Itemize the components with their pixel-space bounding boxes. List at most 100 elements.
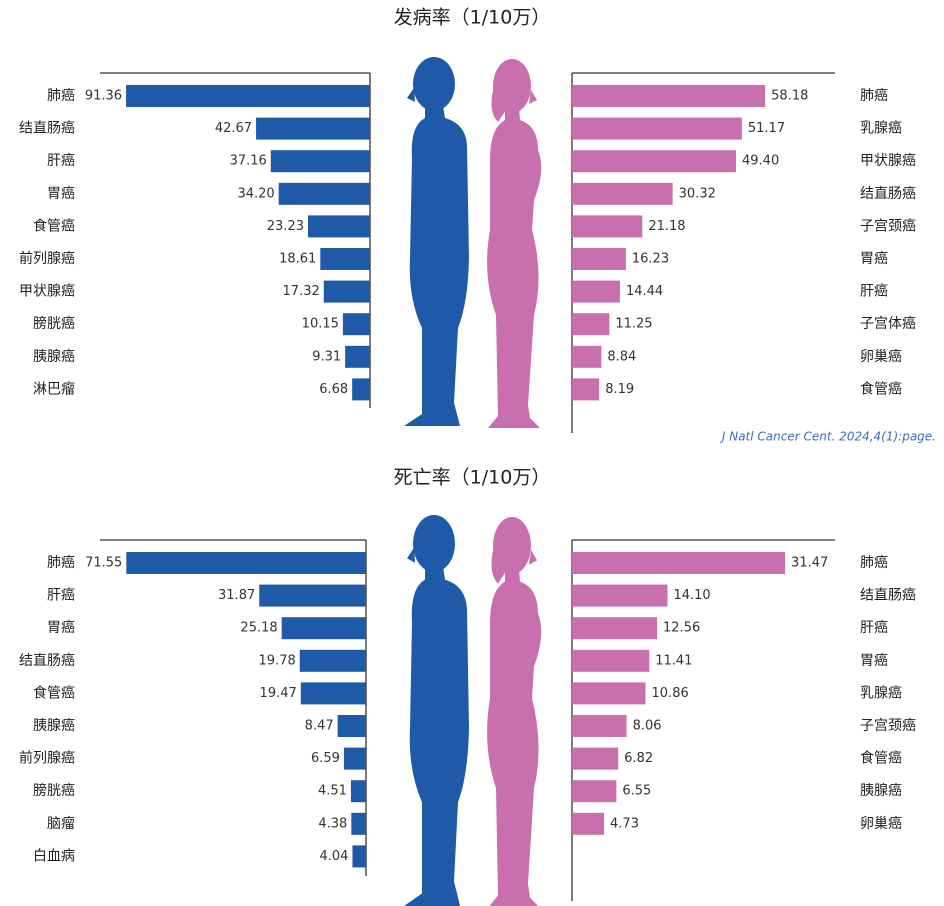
category-label: 肺癌 <box>47 555 75 571</box>
bar <box>572 747 619 770</box>
category-label: 结直肠癌 <box>19 652 75 669</box>
value-label: 8.19 <box>605 382 634 397</box>
value-label: 19.47 <box>260 686 297 701</box>
category-label: 乳腺癌 <box>860 121 902 137</box>
category-label: 卵巢癌 <box>860 349 902 365</box>
value-label: 8.47 <box>305 719 334 734</box>
value-label: 6.68 <box>319 382 348 397</box>
value-label: 25.18 <box>240 621 277 636</box>
category-label: 胃癌 <box>860 653 888 669</box>
value-label: 71.55 <box>85 556 122 571</box>
bar <box>572 248 626 270</box>
bar <box>572 780 617 803</box>
chart-title: 发病率（1/10万） <box>394 7 551 29</box>
bar <box>343 747 366 770</box>
category-label: 乳腺癌 <box>860 685 902 701</box>
category-label: 肺癌 <box>860 555 888 571</box>
bar <box>572 682 646 705</box>
bar <box>256 117 370 140</box>
bar <box>281 617 366 640</box>
category-label: 胰腺癌 <box>33 718 75 734</box>
value-label: 16.23 <box>632 252 669 267</box>
bar <box>572 280 620 303</box>
value-label: 51.17 <box>748 121 785 136</box>
bar <box>572 715 627 737</box>
category-label: 食管癌 <box>860 380 902 397</box>
value-label: 31.47 <box>791 556 828 571</box>
bar <box>352 845 366 868</box>
category-label: 卵巢癌 <box>860 816 902 832</box>
value-label: 8.06 <box>633 719 662 734</box>
category-label: 食管癌 <box>860 750 902 767</box>
value-label: 6.82 <box>624 751 653 766</box>
bar <box>299 649 366 672</box>
category-label: 胃癌 <box>47 620 75 636</box>
value-label: 19.78 <box>259 653 296 668</box>
category-label: 胃癌 <box>47 186 75 202</box>
category-label: 胰腺癌 <box>33 349 75 365</box>
bar <box>572 617 658 640</box>
value-label: 9.31 <box>312 349 341 364</box>
bar <box>572 345 602 368</box>
male-figure <box>404 57 469 426</box>
category-label: 结直肠癌 <box>860 587 916 604</box>
bar <box>572 649 650 672</box>
value-label: 58.18 <box>771 89 808 104</box>
category-label: 脑瘤 <box>47 815 75 832</box>
value-label: 49.40 <box>742 154 779 169</box>
bar <box>350 780 366 803</box>
value-label: 8.84 <box>607 349 636 364</box>
value-label: 10.86 <box>652 686 689 701</box>
category-label: 甲状腺癌 <box>19 284 75 300</box>
bar <box>126 552 367 574</box>
value-label: 30.32 <box>679 186 716 201</box>
value-label: 12.56 <box>663 621 700 636</box>
category-label: 前列腺癌 <box>19 250 75 267</box>
value-label: 42.67 <box>215 121 252 136</box>
value-label: 21.18 <box>648 219 685 234</box>
bar <box>572 812 605 835</box>
value-label: 23.23 <box>267 219 304 234</box>
value-label: 37.16 <box>230 154 267 169</box>
value-label: 4.38 <box>318 816 347 831</box>
bar <box>278 182 370 205</box>
bar <box>270 150 370 173</box>
category-label: 膀胱癌 <box>33 315 75 332</box>
bar <box>320 248 370 270</box>
bar <box>572 313 610 336</box>
value-label: 10.15 <box>302 317 339 332</box>
bar <box>572 584 668 607</box>
bar <box>342 313 370 336</box>
female-figure <box>487 59 542 428</box>
bar <box>572 182 673 205</box>
value-label: 34.20 <box>237 186 274 201</box>
category-label: 子宫颈癌 <box>860 218 916 234</box>
category-label: 子宫颈癌 <box>860 718 916 734</box>
bar <box>572 117 742 140</box>
category-label: 胰腺癌 <box>860 783 902 799</box>
value-label: 11.41 <box>655 653 692 668</box>
value-label: 14.10 <box>673 588 710 603</box>
category-label: 甲状腺癌 <box>860 153 916 169</box>
value-label: 17.32 <box>283 284 320 299</box>
value-label: 31.87 <box>218 588 255 603</box>
bar <box>259 584 366 607</box>
value-label: 6.55 <box>622 784 651 799</box>
bar <box>351 812 366 835</box>
category-label: 前列腺癌 <box>19 750 75 767</box>
category-label: 膀胱癌 <box>33 782 75 799</box>
bar <box>307 215 370 238</box>
male-figure <box>404 514 469 906</box>
category-label: 淋巴瘤 <box>33 380 75 397</box>
category-label: 肝癌 <box>860 284 888 300</box>
value-label: 91.36 <box>85 89 122 104</box>
value-label: 18.61 <box>279 252 316 267</box>
bar <box>337 715 366 737</box>
category-label: 肺癌 <box>860 88 888 104</box>
bar <box>352 378 370 401</box>
category-label: 肝癌 <box>47 588 75 604</box>
bar <box>572 215 643 238</box>
category-label: 食管癌 <box>33 217 75 234</box>
category-label: 肝癌 <box>860 620 888 636</box>
